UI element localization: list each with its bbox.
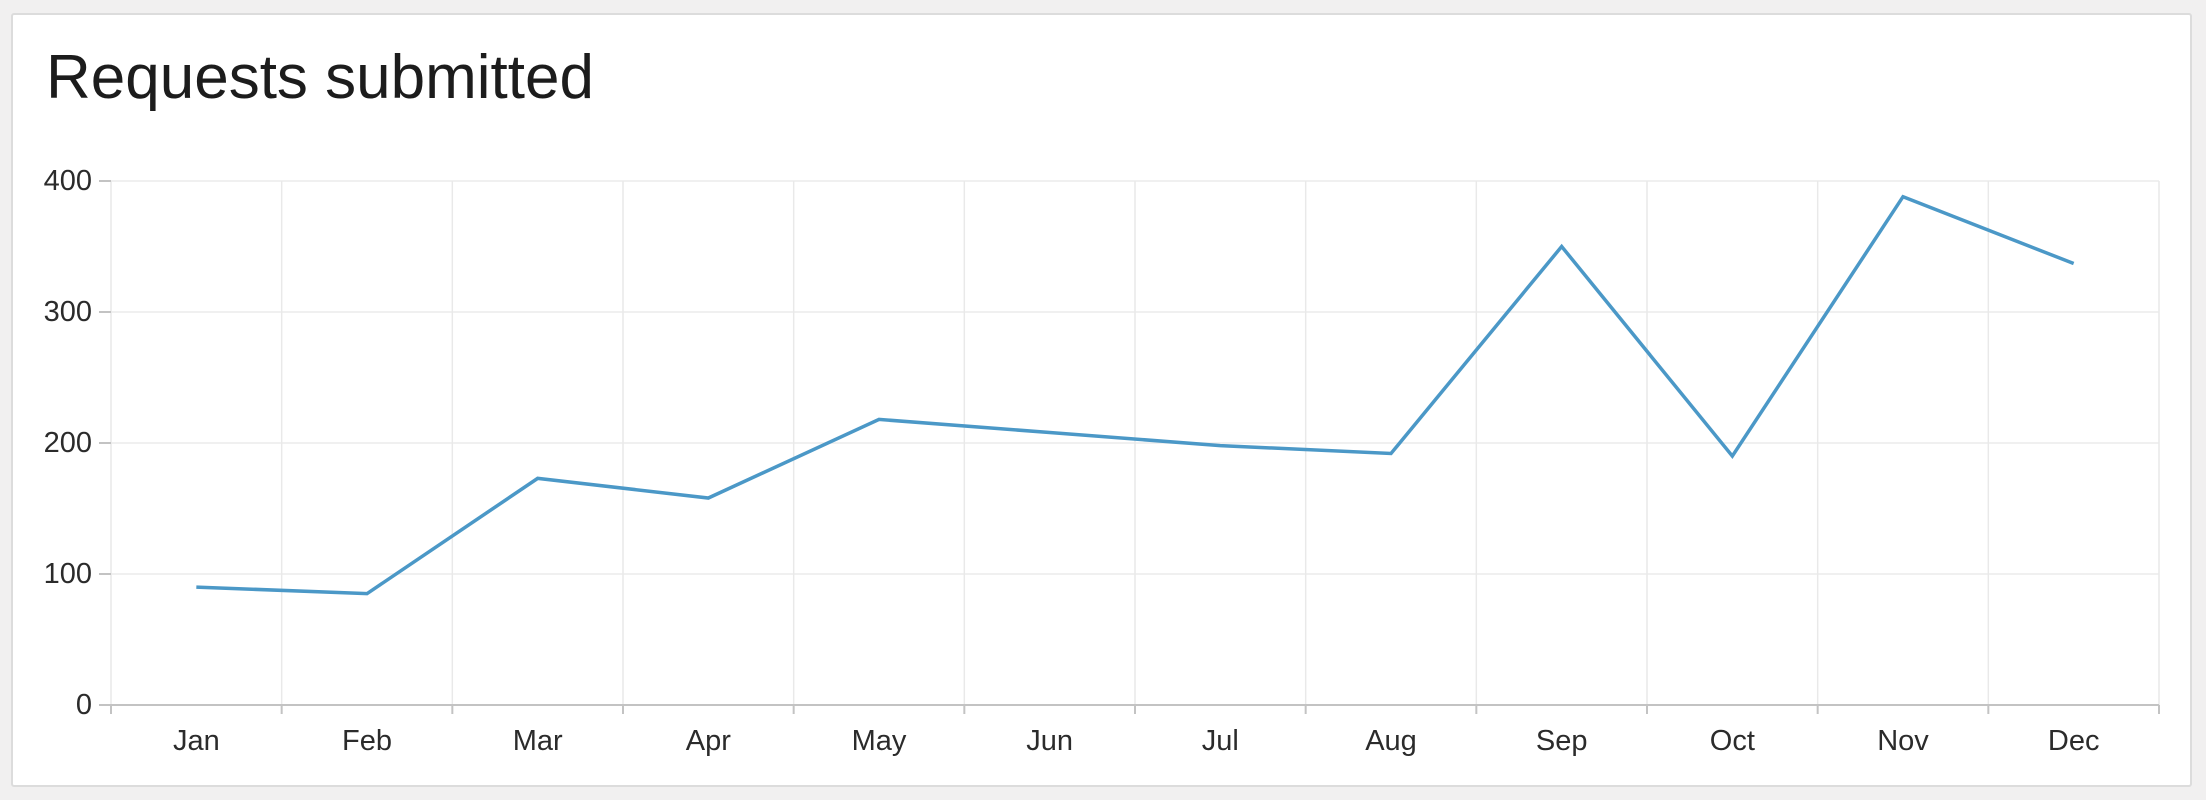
x-tick-label: Sep [1536, 725, 1588, 757]
x-tick-label: Nov [1877, 725, 1929, 757]
y-tick-label: 300 [44, 296, 92, 328]
vertical-gridlines [110, 181, 2160, 705]
y-tick-label: 400 [44, 165, 92, 197]
y-axis-ticks [99, 180, 111, 706]
x-axis-ticks [110, 705, 2160, 714]
y-tick-label: 100 [44, 558, 92, 590]
x-tick-label: Dec [2048, 725, 2100, 757]
x-tick-label: Oct [1710, 725, 1755, 757]
chart-card: Requests submitted [11, 13, 2192, 787]
x-tick-label: Mar [513, 725, 563, 757]
x-tick-label: Jul [1202, 725, 1239, 757]
x-tick-label: Jun [1026, 725, 1073, 757]
x-axis-labels: Jan Feb Mar Apr May Jun Jul Aug Sep Oct Nov Dec [173, 725, 2100, 757]
x-tick-label: Apr [686, 725, 731, 757]
y-axis-labels: 0 100 200 300 400 [44, 165, 92, 721]
series-line [196, 194, 2075, 596]
y-tick-label: 0 [76, 689, 92, 721]
x-tick-label: Aug [1365, 725, 1417, 757]
x-tick-label: Feb [342, 725, 392, 757]
x-tick-label: May [852, 725, 907, 757]
chart-title: Requests submitted [46, 43, 594, 112]
y-tick-label: 200 [44, 427, 92, 459]
x-tick-label: Jan [173, 725, 220, 757]
